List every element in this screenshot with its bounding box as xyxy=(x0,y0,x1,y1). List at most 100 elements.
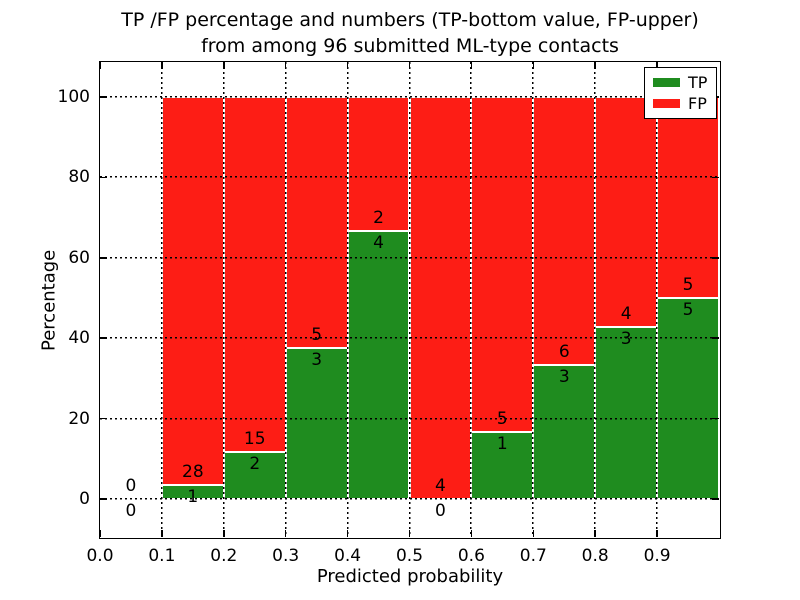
x-tick-label: 0.1 xyxy=(148,546,176,566)
tp-count-label: 0 xyxy=(435,501,446,521)
x-tick-mark xyxy=(532,530,535,537)
y-tick-mark-right xyxy=(712,417,719,420)
y-tick-mark-right xyxy=(712,176,719,179)
x-tick-label: 0.4 xyxy=(334,546,362,566)
tp-count-label: 0 xyxy=(125,501,137,521)
bar-fp-segment xyxy=(285,97,348,349)
fp-count-label: 2 xyxy=(373,208,384,228)
v-gridline xyxy=(470,62,473,537)
x-tick-mark-top xyxy=(223,62,225,69)
x-tick-mark xyxy=(346,530,349,537)
bar-fp-segment xyxy=(657,97,719,298)
bar-tp-segment xyxy=(533,365,596,499)
y-tick-label: 0 xyxy=(79,489,90,509)
y-tick-mark xyxy=(100,96,107,98)
chart-title-line1: TP /FP percentage and numbers (TP-bottom… xyxy=(121,9,699,31)
y-tick-mark-right xyxy=(712,498,719,500)
y-tick-mark xyxy=(100,498,107,500)
v-gridline xyxy=(532,62,535,537)
legend: TP FP xyxy=(644,67,718,119)
x-tick-mark xyxy=(99,530,101,537)
x-tick-mark xyxy=(284,530,287,537)
x-tick-label: 0.7 xyxy=(519,546,547,566)
y-tick-mark xyxy=(100,337,107,339)
fp-count-label: 0 xyxy=(125,476,137,496)
x-tick-mark xyxy=(656,530,658,537)
legend-item-fp: FP xyxy=(653,93,707,114)
v-gridline xyxy=(284,62,287,537)
fp-count-label: 4 xyxy=(620,303,632,324)
x-tick-mark xyxy=(470,530,473,537)
v-gridline xyxy=(346,62,349,537)
legend-item-tp: TP xyxy=(653,72,707,93)
v-gridline xyxy=(656,62,659,537)
fp-count-label: 28 xyxy=(182,462,204,483)
chart-title-line2: from among 96 submitted ML-type contacts xyxy=(201,35,619,57)
bar-tp-segment xyxy=(657,298,719,499)
x-tick-mark-top xyxy=(532,62,535,69)
y-tick-mark xyxy=(100,417,107,420)
bar-fp-segment xyxy=(161,97,224,486)
y-tick-mark xyxy=(100,176,107,179)
tp-count-label: 3 xyxy=(311,350,323,371)
x-tick-mark-top xyxy=(99,62,101,69)
bar-fp-segment xyxy=(471,97,534,432)
x-tick-mark-top xyxy=(346,62,349,69)
x-tick-mark-top xyxy=(594,62,596,69)
x-tick-label: 0.8 xyxy=(581,546,609,566)
y-tick-label: 80 xyxy=(68,167,90,188)
v-gridline xyxy=(594,62,597,537)
bar-tp-segment xyxy=(347,231,410,499)
bar-tp-segment xyxy=(223,451,286,499)
x-tick-mark xyxy=(408,530,411,537)
legend-label-fp: FP xyxy=(688,94,707,113)
tp-count-label: 3 xyxy=(558,367,570,387)
x-tick-label: 0.5 xyxy=(395,546,424,566)
v-gridline xyxy=(160,62,163,537)
fp-count-label: 5 xyxy=(496,409,508,429)
y-tick-mark-right xyxy=(712,257,719,259)
x-tick-mark-top xyxy=(408,62,411,69)
tp-count-label: 2 xyxy=(249,453,261,474)
x-tick-mark xyxy=(161,530,163,537)
x-tick-mark xyxy=(223,530,225,537)
legend-label-tp: TP xyxy=(688,73,708,92)
chart-title: TP /FP percentage and numbers (TP-bottom… xyxy=(100,7,720,59)
x-tick-mark-top xyxy=(284,62,287,69)
y-tick-label: 100 xyxy=(57,87,90,107)
y-tick-mark xyxy=(100,257,107,259)
x-tick-label: 0.9 xyxy=(643,546,671,566)
tp-count-label: 4 xyxy=(373,233,384,253)
x-tick-label: 0.3 xyxy=(272,546,300,566)
x-tick-label: 0.2 xyxy=(210,546,238,566)
fp-count-label: 4 xyxy=(435,476,446,496)
fp-count-label: 5 xyxy=(311,325,323,346)
bar-fp-segment xyxy=(595,97,658,327)
x-tick-mark xyxy=(594,530,596,537)
v-gridline xyxy=(408,62,411,537)
y-tick-mark-right xyxy=(712,337,719,339)
x-tick-mark-top xyxy=(470,62,473,69)
tp-count-label: 5 xyxy=(682,300,694,320)
y-axis-label: Percentage xyxy=(38,249,60,351)
bar-fp-segment xyxy=(409,97,472,499)
fp-swatch-icon xyxy=(653,99,680,108)
tp-count-label: 3 xyxy=(620,328,632,349)
fp-count-label: 5 xyxy=(682,275,694,295)
fp-count-label: 15 xyxy=(243,428,266,449)
y-tick-label: 20 xyxy=(68,408,90,429)
tp-count-label: 1 xyxy=(187,487,199,508)
fp-count-label: 6 xyxy=(558,342,570,362)
x-tick-label: 0.0 xyxy=(86,546,114,566)
x-axis-label: Predicted probability xyxy=(316,566,504,587)
x-tick-mark-top xyxy=(161,62,163,69)
bar-fp-segment xyxy=(223,97,286,452)
y-tick-label: 40 xyxy=(68,328,90,349)
y-tick-label: 60 xyxy=(68,247,90,268)
x-tick-mark-top xyxy=(656,62,658,69)
bar-tp-segment xyxy=(595,326,658,499)
tp-swatch-icon xyxy=(653,78,680,87)
x-tick-label: 0.6 xyxy=(457,546,485,566)
tp-count-label: 1 xyxy=(496,434,508,454)
